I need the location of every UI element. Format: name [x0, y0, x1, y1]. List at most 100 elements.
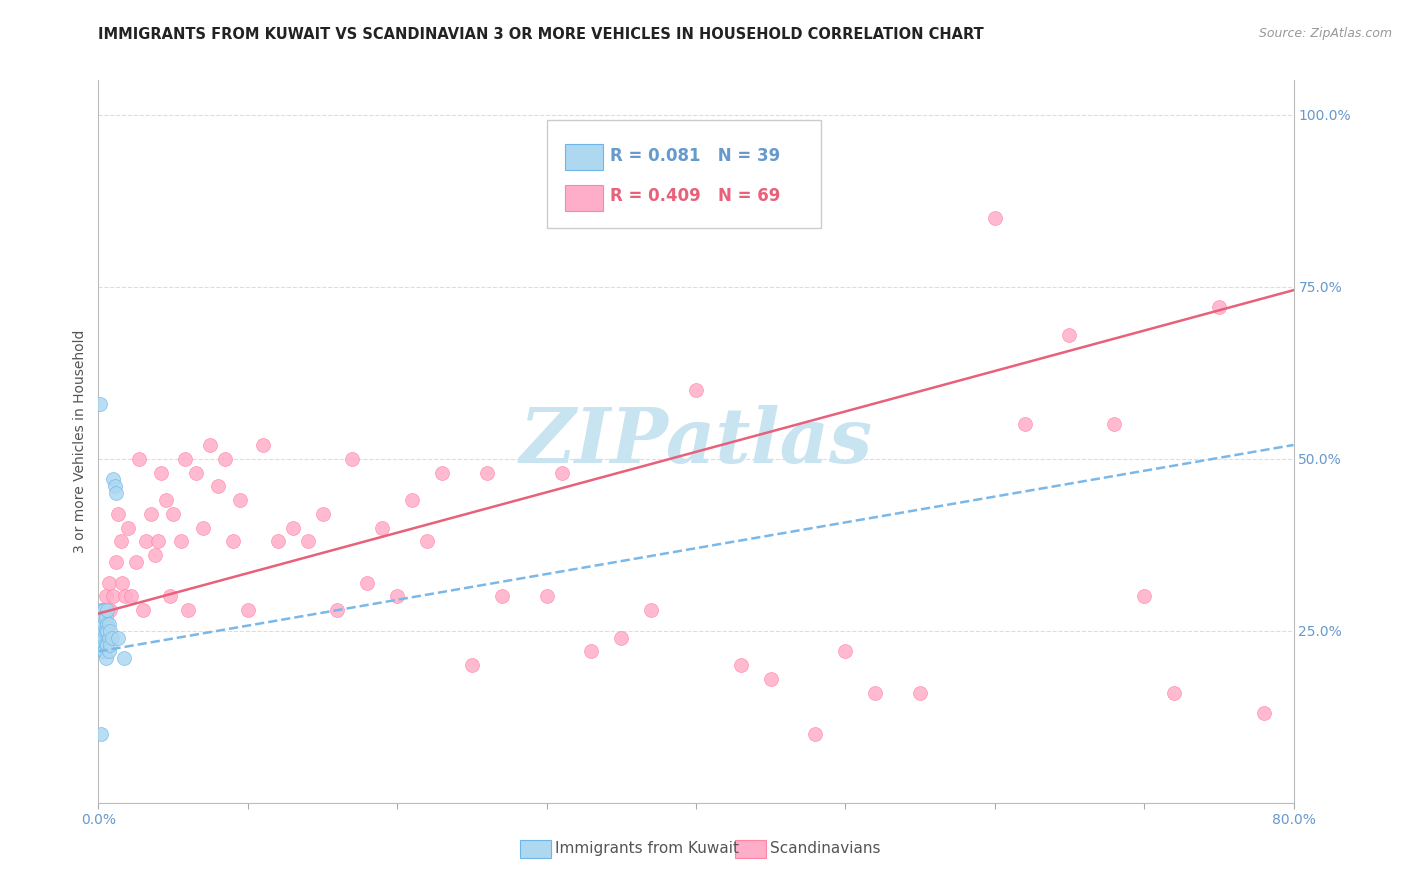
Point — [90, 616, 112, 631]
Point — [685, 383, 707, 397]
Point — [90, 603, 112, 617]
Point — [214, 451, 236, 466]
Point — [461, 658, 484, 673]
Point — [730, 658, 752, 673]
Point — [96, 638, 118, 652]
Point — [143, 548, 166, 562]
Point — [94, 624, 117, 638]
Text: IMMIGRANTS FROM KUWAIT VS SCANDINAVIAN 3 OR MORE VEHICLES IN HOUSEHOLD CORRELATI: IMMIGRANTS FROM KUWAIT VS SCANDINAVIAN 3… — [98, 27, 984, 42]
Point — [90, 727, 112, 741]
Y-axis label: 3 or more Vehicles in Household: 3 or more Vehicles in Household — [73, 330, 87, 553]
Point — [91, 631, 114, 645]
Point — [174, 451, 197, 466]
FancyBboxPatch shape — [735, 839, 766, 858]
FancyBboxPatch shape — [565, 145, 603, 170]
Point — [93, 603, 115, 617]
FancyBboxPatch shape — [547, 120, 821, 228]
Point — [371, 520, 394, 534]
Point — [93, 624, 115, 638]
Point — [984, 211, 1007, 225]
Point — [125, 555, 148, 569]
Point — [101, 631, 124, 645]
Point — [93, 644, 115, 658]
Point — [401, 493, 423, 508]
Point — [97, 631, 120, 645]
Point — [326, 603, 349, 617]
Point — [105, 486, 128, 500]
Point — [94, 638, 117, 652]
Point — [229, 493, 252, 508]
Point — [1104, 417, 1126, 432]
Point — [1014, 417, 1036, 432]
Point — [96, 603, 118, 617]
Point — [91, 644, 114, 658]
Text: R = 0.081   N = 39: R = 0.081 N = 39 — [610, 147, 780, 165]
Point — [491, 590, 513, 604]
Text: Source: ZipAtlas.com: Source: ZipAtlas.com — [1258, 27, 1392, 40]
Text: Immigrants from Kuwait: Immigrants from Kuwait — [555, 841, 740, 855]
Point — [89, 397, 111, 411]
Point — [150, 466, 173, 480]
Point — [581, 644, 603, 658]
Point — [169, 534, 191, 549]
Point — [103, 590, 125, 604]
Point — [430, 466, 453, 480]
Point — [135, 534, 157, 549]
Point — [356, 575, 378, 590]
Point — [1163, 686, 1185, 700]
Point — [536, 590, 558, 604]
Point — [89, 624, 111, 638]
Text: R = 0.409   N = 69: R = 0.409 N = 69 — [610, 187, 780, 205]
Point — [93, 638, 115, 652]
Point — [90, 631, 112, 645]
Point — [110, 534, 132, 549]
Point — [1208, 301, 1230, 315]
Point — [128, 451, 150, 466]
Point — [159, 590, 181, 604]
Point — [107, 631, 129, 645]
Point — [385, 590, 409, 604]
Point — [1253, 706, 1275, 721]
Point — [111, 575, 134, 590]
Point — [97, 644, 120, 658]
Point — [191, 520, 214, 534]
Point — [155, 493, 177, 508]
Point — [97, 575, 120, 590]
Point — [281, 520, 304, 534]
FancyBboxPatch shape — [565, 185, 603, 211]
Point — [139, 507, 162, 521]
Point — [90, 610, 112, 624]
Point — [105, 555, 128, 569]
Point — [1059, 327, 1081, 342]
Point — [94, 610, 117, 624]
Point — [200, 438, 222, 452]
Point — [297, 534, 319, 549]
Point — [120, 590, 142, 604]
Point — [184, 466, 207, 480]
Point — [89, 631, 111, 645]
Point — [98, 638, 122, 652]
Point — [207, 479, 229, 493]
Point — [475, 466, 498, 480]
Point — [98, 603, 122, 617]
Point — [97, 616, 120, 631]
Point — [96, 616, 118, 631]
Point — [132, 603, 155, 617]
Point — [112, 651, 135, 665]
Point — [162, 507, 184, 521]
Point — [114, 590, 136, 604]
Point — [416, 534, 439, 549]
Point — [267, 534, 290, 549]
Point — [89, 616, 111, 631]
Point — [148, 534, 170, 549]
Point — [834, 644, 856, 658]
FancyBboxPatch shape — [520, 839, 551, 858]
Point — [610, 631, 633, 645]
Point — [222, 534, 245, 549]
Point — [93, 610, 115, 624]
Point — [236, 603, 259, 617]
Point — [865, 686, 887, 700]
Point — [759, 672, 782, 686]
Point — [91, 616, 114, 631]
Point — [311, 507, 333, 521]
